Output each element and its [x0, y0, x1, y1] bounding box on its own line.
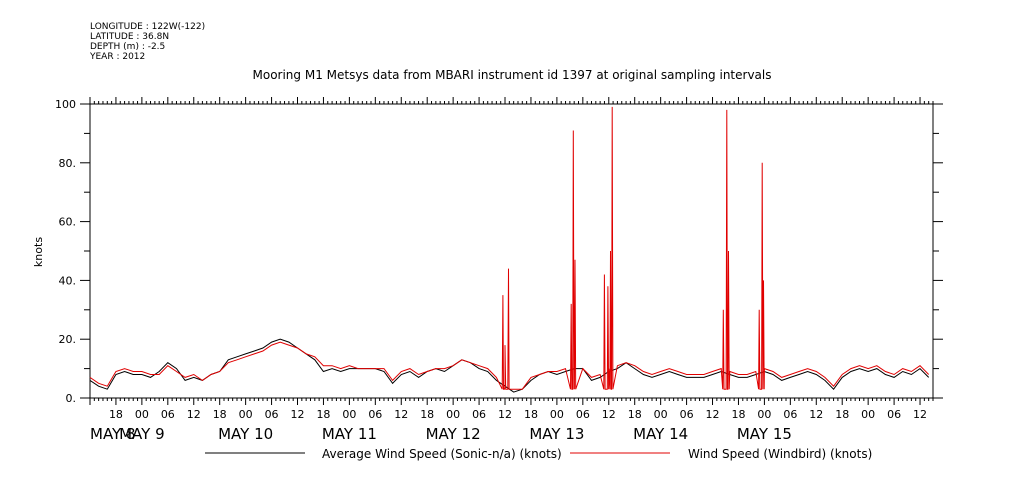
x-day-label: MAY 13 — [529, 425, 584, 443]
metadata-block: LONGITUDE : 122W(-122) LATITUDE : 36.8N … — [89, 22, 205, 62]
x-hour-label: 00 — [135, 408, 149, 421]
x-hour-label: 12 — [602, 408, 616, 421]
x-hour-label: 00 — [654, 408, 668, 421]
year-label: YEAR : 2012 — [89, 52, 145, 62]
y-axis-label: knots — [32, 237, 45, 267]
x-hour-label: 18 — [420, 408, 434, 421]
x-hour-label: 06 — [472, 408, 486, 421]
x-hour-label: 12 — [291, 408, 305, 421]
x-hour-label: 06 — [887, 408, 901, 421]
chart-title: Mooring M1 Metsys data from MBARI instru… — [253, 68, 772, 82]
x-day-label: MAY 14 — [633, 425, 688, 443]
series-line-windbird-wind-speed — [89, 106, 930, 390]
x-day-label: MAY 11 — [322, 425, 377, 443]
y-tick-label: 0. — [66, 392, 77, 405]
legend: Average Wind Speed (Sonic-n/a) (knots) W… — [205, 447, 872, 461]
x-hour-label: 18 — [628, 408, 642, 421]
x-hour-label: 06 — [368, 408, 382, 421]
y-tick-label: 80. — [59, 157, 77, 170]
latitude-label: LATITUDE : 36.8N — [90, 32, 169, 42]
x-day-label: MAY 15 — [737, 425, 792, 443]
plot-area: 0. 20. 40. 60. 80. 100 18 00 06 12 18 00 06 12 18 00 06 1… — [55, 97, 943, 443]
longitude-label: LONGITUDE : 122W(-122) — [90, 22, 205, 32]
y-tick-label: 60. — [59, 216, 77, 229]
x-day-label: MAY 8 — [90, 425, 136, 443]
x-hour-label: 06 — [680, 408, 694, 421]
x-hour-label: 06 — [576, 408, 590, 421]
x-day-label: MAY 10 — [218, 425, 273, 443]
x-hour-label: 18 — [835, 408, 849, 421]
x-hour-label: 00 — [239, 408, 253, 421]
x-hour-label: 12 — [913, 408, 927, 421]
x-hour-label: 18 — [213, 408, 227, 421]
x-hour-label: 18 — [316, 408, 330, 421]
x-hour-label: 06 — [265, 408, 279, 421]
x-hour-label: 18 — [109, 408, 123, 421]
x-hour-label: 06 — [783, 408, 797, 421]
y-tick-label: 100 — [55, 98, 76, 111]
x-hour-label: 00 — [446, 408, 460, 421]
x-hour-label: 12 — [706, 408, 720, 421]
x-hour-label: 06 — [161, 408, 175, 421]
x-hour-label: 00 — [342, 408, 356, 421]
x-hour-label: 00 — [861, 408, 875, 421]
y-tick-label: 20. — [59, 333, 77, 346]
legend-label-windbird: Wind Speed (Windbird) (knots) — [688, 447, 872, 461]
x-hour-label: 12 — [498, 408, 512, 421]
x-day-label: MAY 9 — [119, 425, 165, 443]
plot-frame — [89, 103, 934, 399]
x-day-label: MAY 12 — [426, 425, 481, 443]
y-tick-label: 40. — [59, 274, 77, 287]
x-hour-label: 12 — [394, 408, 408, 421]
legend-label-average: Average Wind Speed (Sonic-n/a) (knots) — [322, 447, 562, 461]
x-hour-label: 00 — [550, 408, 564, 421]
x-hour-label: 00 — [757, 408, 771, 421]
depth-label: DEPTH (m) : -2.5 — [90, 42, 165, 52]
x-hour-label: 12 — [187, 408, 201, 421]
x-hour-label: 18 — [524, 408, 538, 421]
x-hour-label: 18 — [731, 408, 745, 421]
x-hour-label: 12 — [809, 408, 823, 421]
